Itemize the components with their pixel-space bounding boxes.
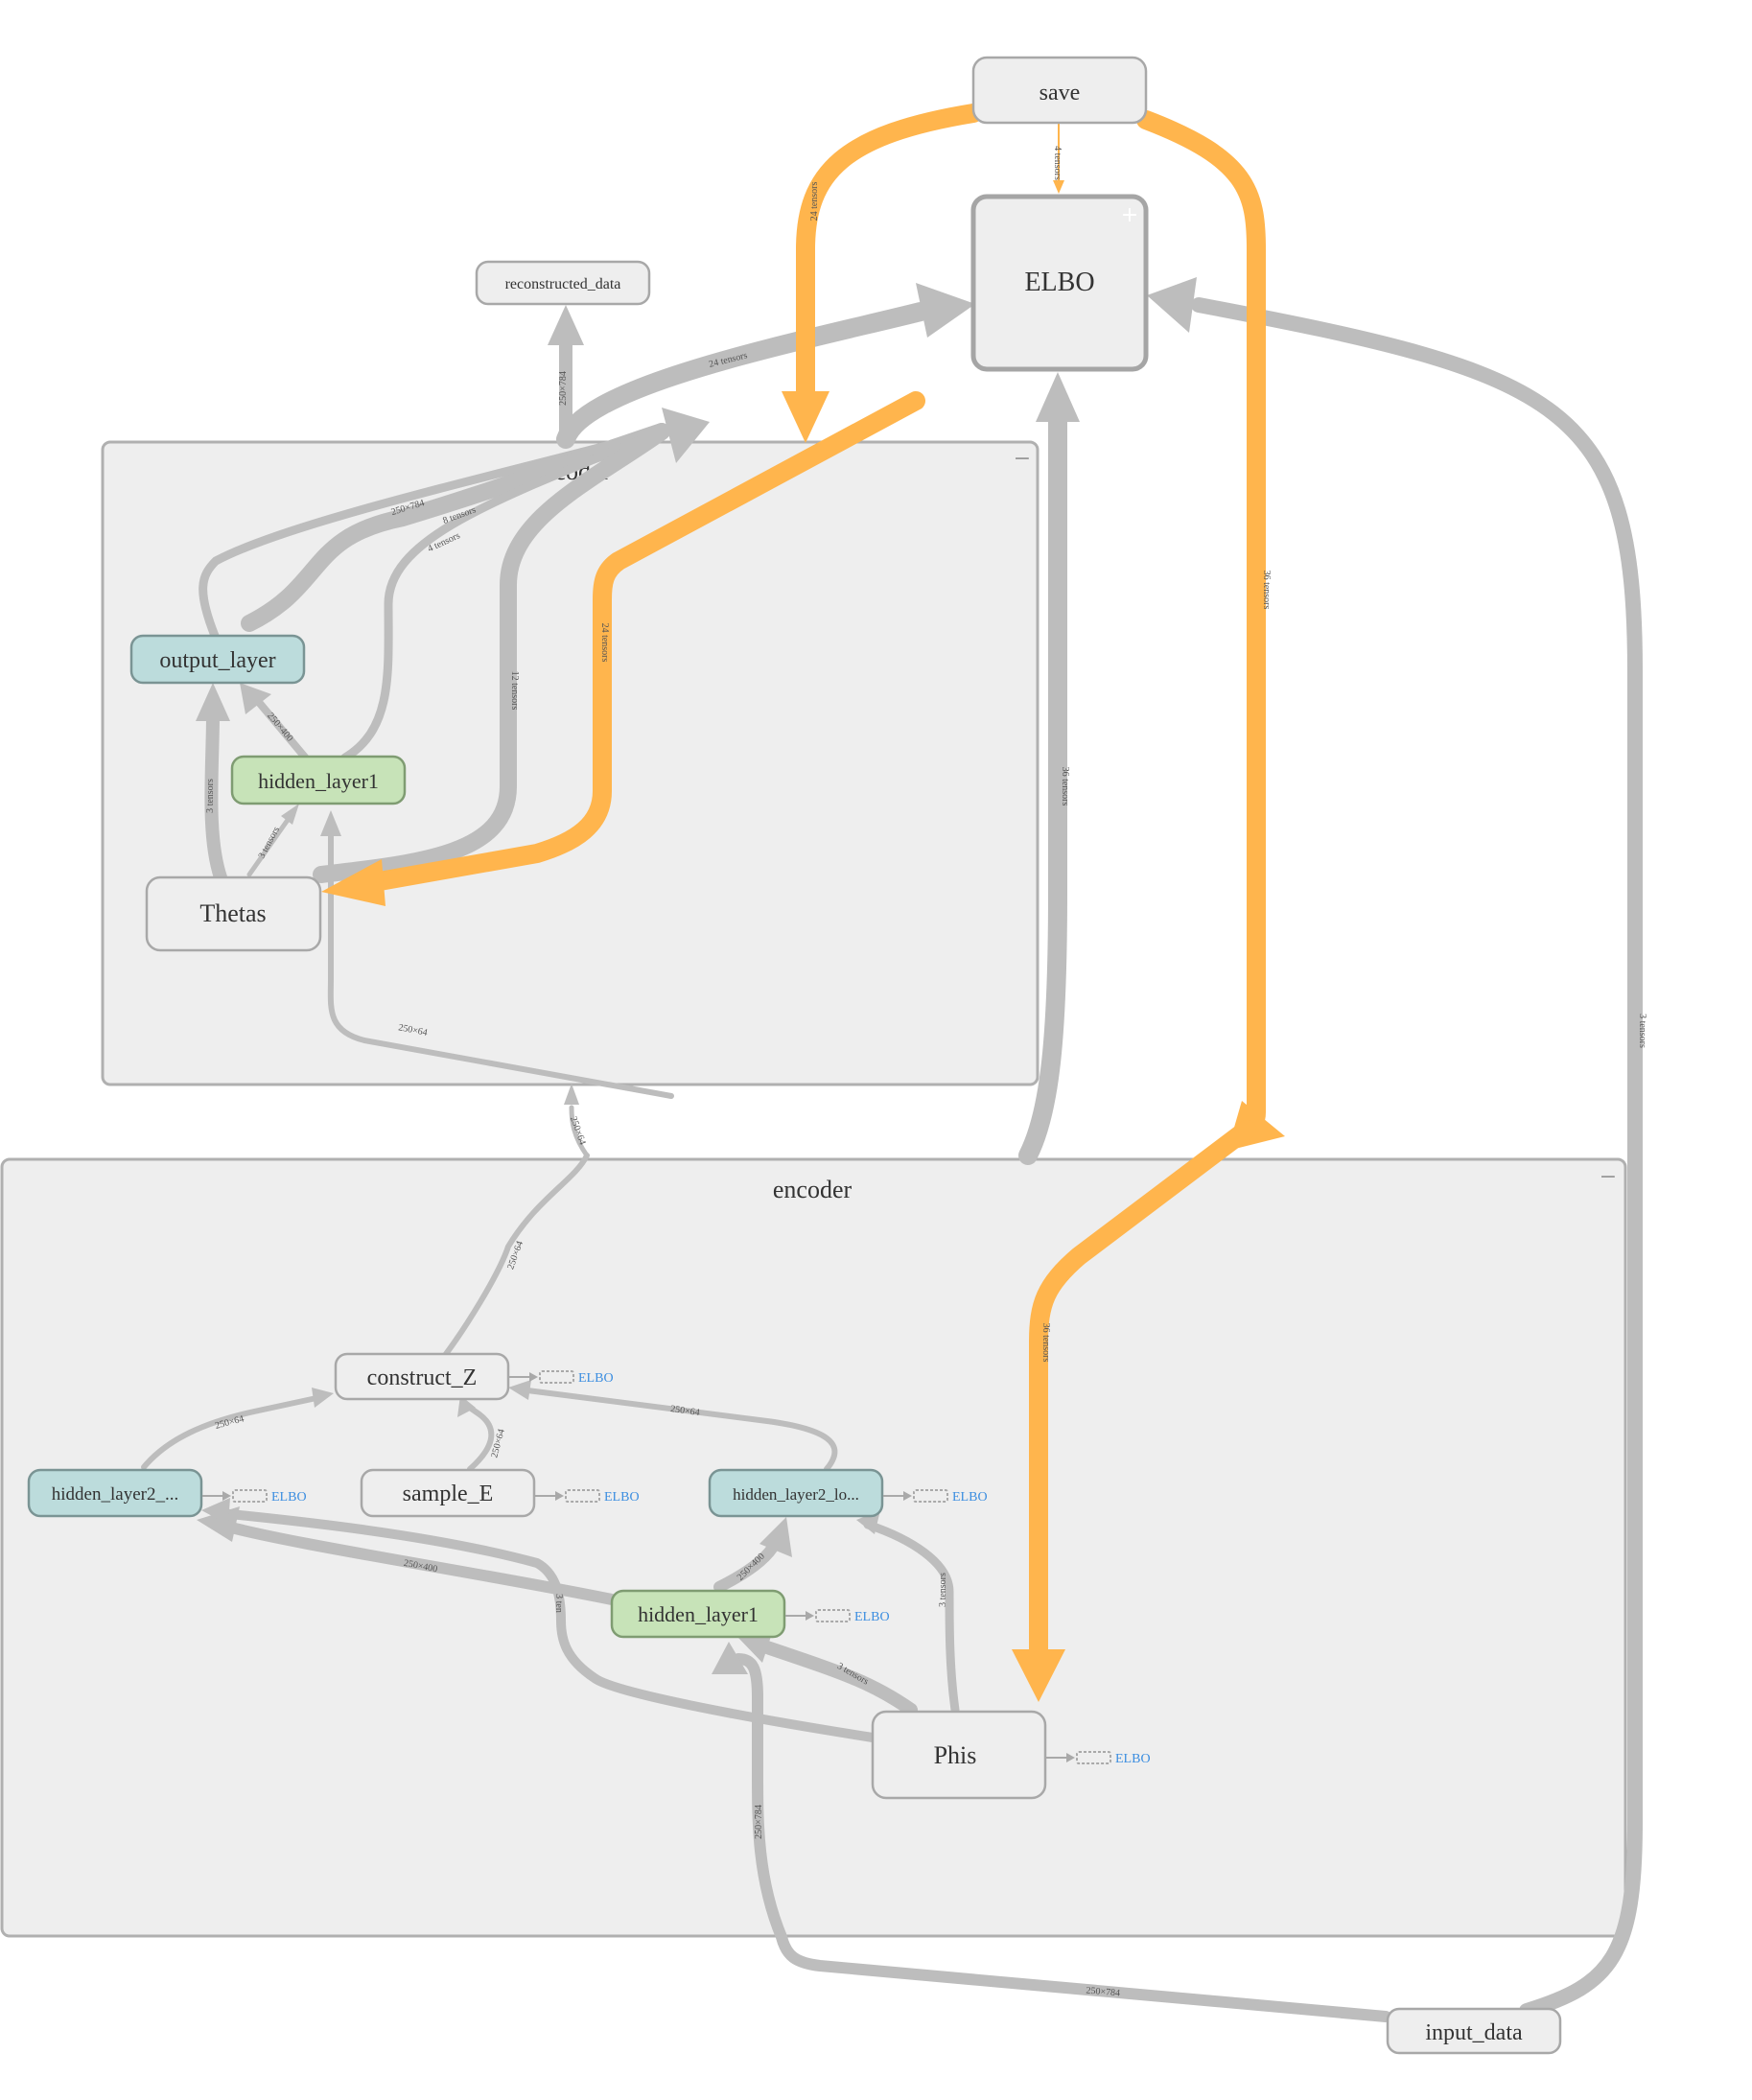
edge-save-phis-lower [1029,1120,1256,1659]
label-input-elbo: 3 tensors [1637,1014,1647,1048]
label-save-phis: 36 tensors [1261,571,1272,610]
edge-thetas-to-out [204,708,227,884]
sample-e-label: sample_E [403,1482,494,1506]
construct-z-label: construct_Z [367,1365,478,1390]
edge-output-250x784 [199,427,666,641]
edge-save-phis [1136,110,1266,1139]
label-phis-to-hl2l: 3 ten [553,1594,564,1613]
edge-phis-to-hid [760,1641,918,1716]
aux-elbo-hidden-layer2-right[interactable]: ELBO [883,1489,988,1505]
edge-output-8tensors [241,423,670,632]
aux-elbo-label: ELBO [1115,1752,1151,1766]
edge-input-to-hid [733,1653,1391,2022]
encoder-hidden-layer1-label: hidden_layer1 [638,1602,759,1626]
edge-phis-to-hl2l [216,1508,877,1742]
label-enc-to-dec-top: 250×64 [568,1115,588,1147]
edge-input-to-elbo [1191,297,1643,2018]
edge-hl2l-to-cz [141,1395,319,1470]
reconstructed-data-label: reconstructed_data [505,276,621,292]
edge-hid-to-out [253,696,311,763]
node-thetas[interactable]: Thetas [145,875,322,952]
elbo-label: ELBO [1024,268,1094,297]
edge-thetas-to-hid [246,817,291,877]
edge-phis-to-hl2r [863,1520,960,1715]
node-hidden-layer2-right[interactable]: hidden_layer2_lo... [708,1468,884,1518]
edge-decoder-elbo [556,302,930,449]
aux-elbo-phis[interactable]: ELBO [1046,1751,1151,1766]
edge-enc-to-dec [443,1153,590,1357]
label-thetas-to-out: 3 tensors [205,779,216,813]
aux-elbo-label: ELBO [271,1490,307,1505]
encoder-title: encoder [773,1176,853,1203]
label-save-thetas-lower: 24 tensors [599,623,610,663]
node-encoder-hidden-layer1[interactable]: hidden_layer1 [610,1589,786,1639]
label-hl2r-to-cz: 250×64 [669,1404,700,1418]
label-encoder-elbo: 36 tensors [1060,767,1070,806]
node-input-data[interactable]: input_data [1386,2007,1562,2055]
aux-elbo-label: ELBO [578,1371,614,1386]
gray-edges [141,277,1643,2022]
node-construct-z[interactable]: construct_Z [334,1352,510,1401]
aux-elbo-label: ELBO [952,1490,988,1505]
edge-hidden-4tensors [340,427,666,762]
node-sample-e[interactable]: sample_E [360,1468,536,1518]
input-data-label: input_data [1425,2020,1523,2045]
node-reconstructed-data[interactable]: reconstructed_data [475,260,651,306]
aux-elbo-construct-z[interactable]: ELBO [509,1370,614,1386]
node-decoder-hidden-layer1[interactable]: hidden_layer1 [230,755,407,805]
edge-se-to-cz [467,1405,495,1472]
aux-elbo-label: ELBO [604,1490,640,1505]
label-save-elbo: 4 tensors [1052,146,1063,180]
orange-edges [321,104,1285,1702]
output-layer-label: output_layer [159,648,275,673]
encoder-group[interactable]: encoder − [0,1157,1627,1938]
label-decoder-recon: 250×784 [558,371,569,406]
aux-elbo-hidden-layer2-left[interactable]: ELBO [202,1489,307,1505]
edge-save-thetas [796,104,983,412]
label-save-thetas: 24 tensors [809,181,820,221]
node-hidden-layer2-left[interactable]: hidden_layer2_... [27,1468,203,1518]
phis-label: Phis [934,1741,977,1769]
thetas-label: Thetas [199,899,266,927]
expand-icon[interactable]: + [1121,203,1138,227]
aux-elbo-encoder-hidden-layer1[interactable]: ELBO [785,1609,890,1624]
edge-enc-to-elbo [1018,412,1067,1165]
node-save[interactable]: save [971,56,1148,125]
decoder-collapse-icon[interactable]: − [1014,447,1031,471]
save-label: save [1040,81,1081,105]
node-phis[interactable]: Phis [871,1710,1047,1800]
encoder-collapse-icon[interactable]: − [1600,1165,1617,1189]
edge-hl2r-to-cz [525,1388,838,1472]
edge-save-thetas-lower [364,391,925,892]
aux-elbo-label: ELBO [854,1610,890,1624]
decoder-hidden-layer1-label: hidden_layer1 [258,769,379,793]
aux-elbo-sample-e[interactable]: ELBO [535,1489,640,1505]
edge-dec-input [327,831,674,1099]
node-output-layer[interactable]: output_layer [129,634,306,685]
edge-thetas-12tensors [313,423,670,883]
label-input-to-hid: 250×784 [754,1805,764,1839]
hidden-layer2-left-label: hidden_layer2_... [52,1484,178,1505]
node-elbo[interactable]: ELBO + [970,194,1149,372]
label-input-path: 250×784 [1086,1985,1120,1998]
label-thetas-12tensors: 12 tensors [509,671,520,711]
label-phis-to-hl2r: 3 tensors [938,1573,948,1607]
hidden-layer2-right-label: hidden_layer2_lo... [733,1485,859,1504]
label-save-phis-lower: 36 tensors [1040,1323,1051,1363]
